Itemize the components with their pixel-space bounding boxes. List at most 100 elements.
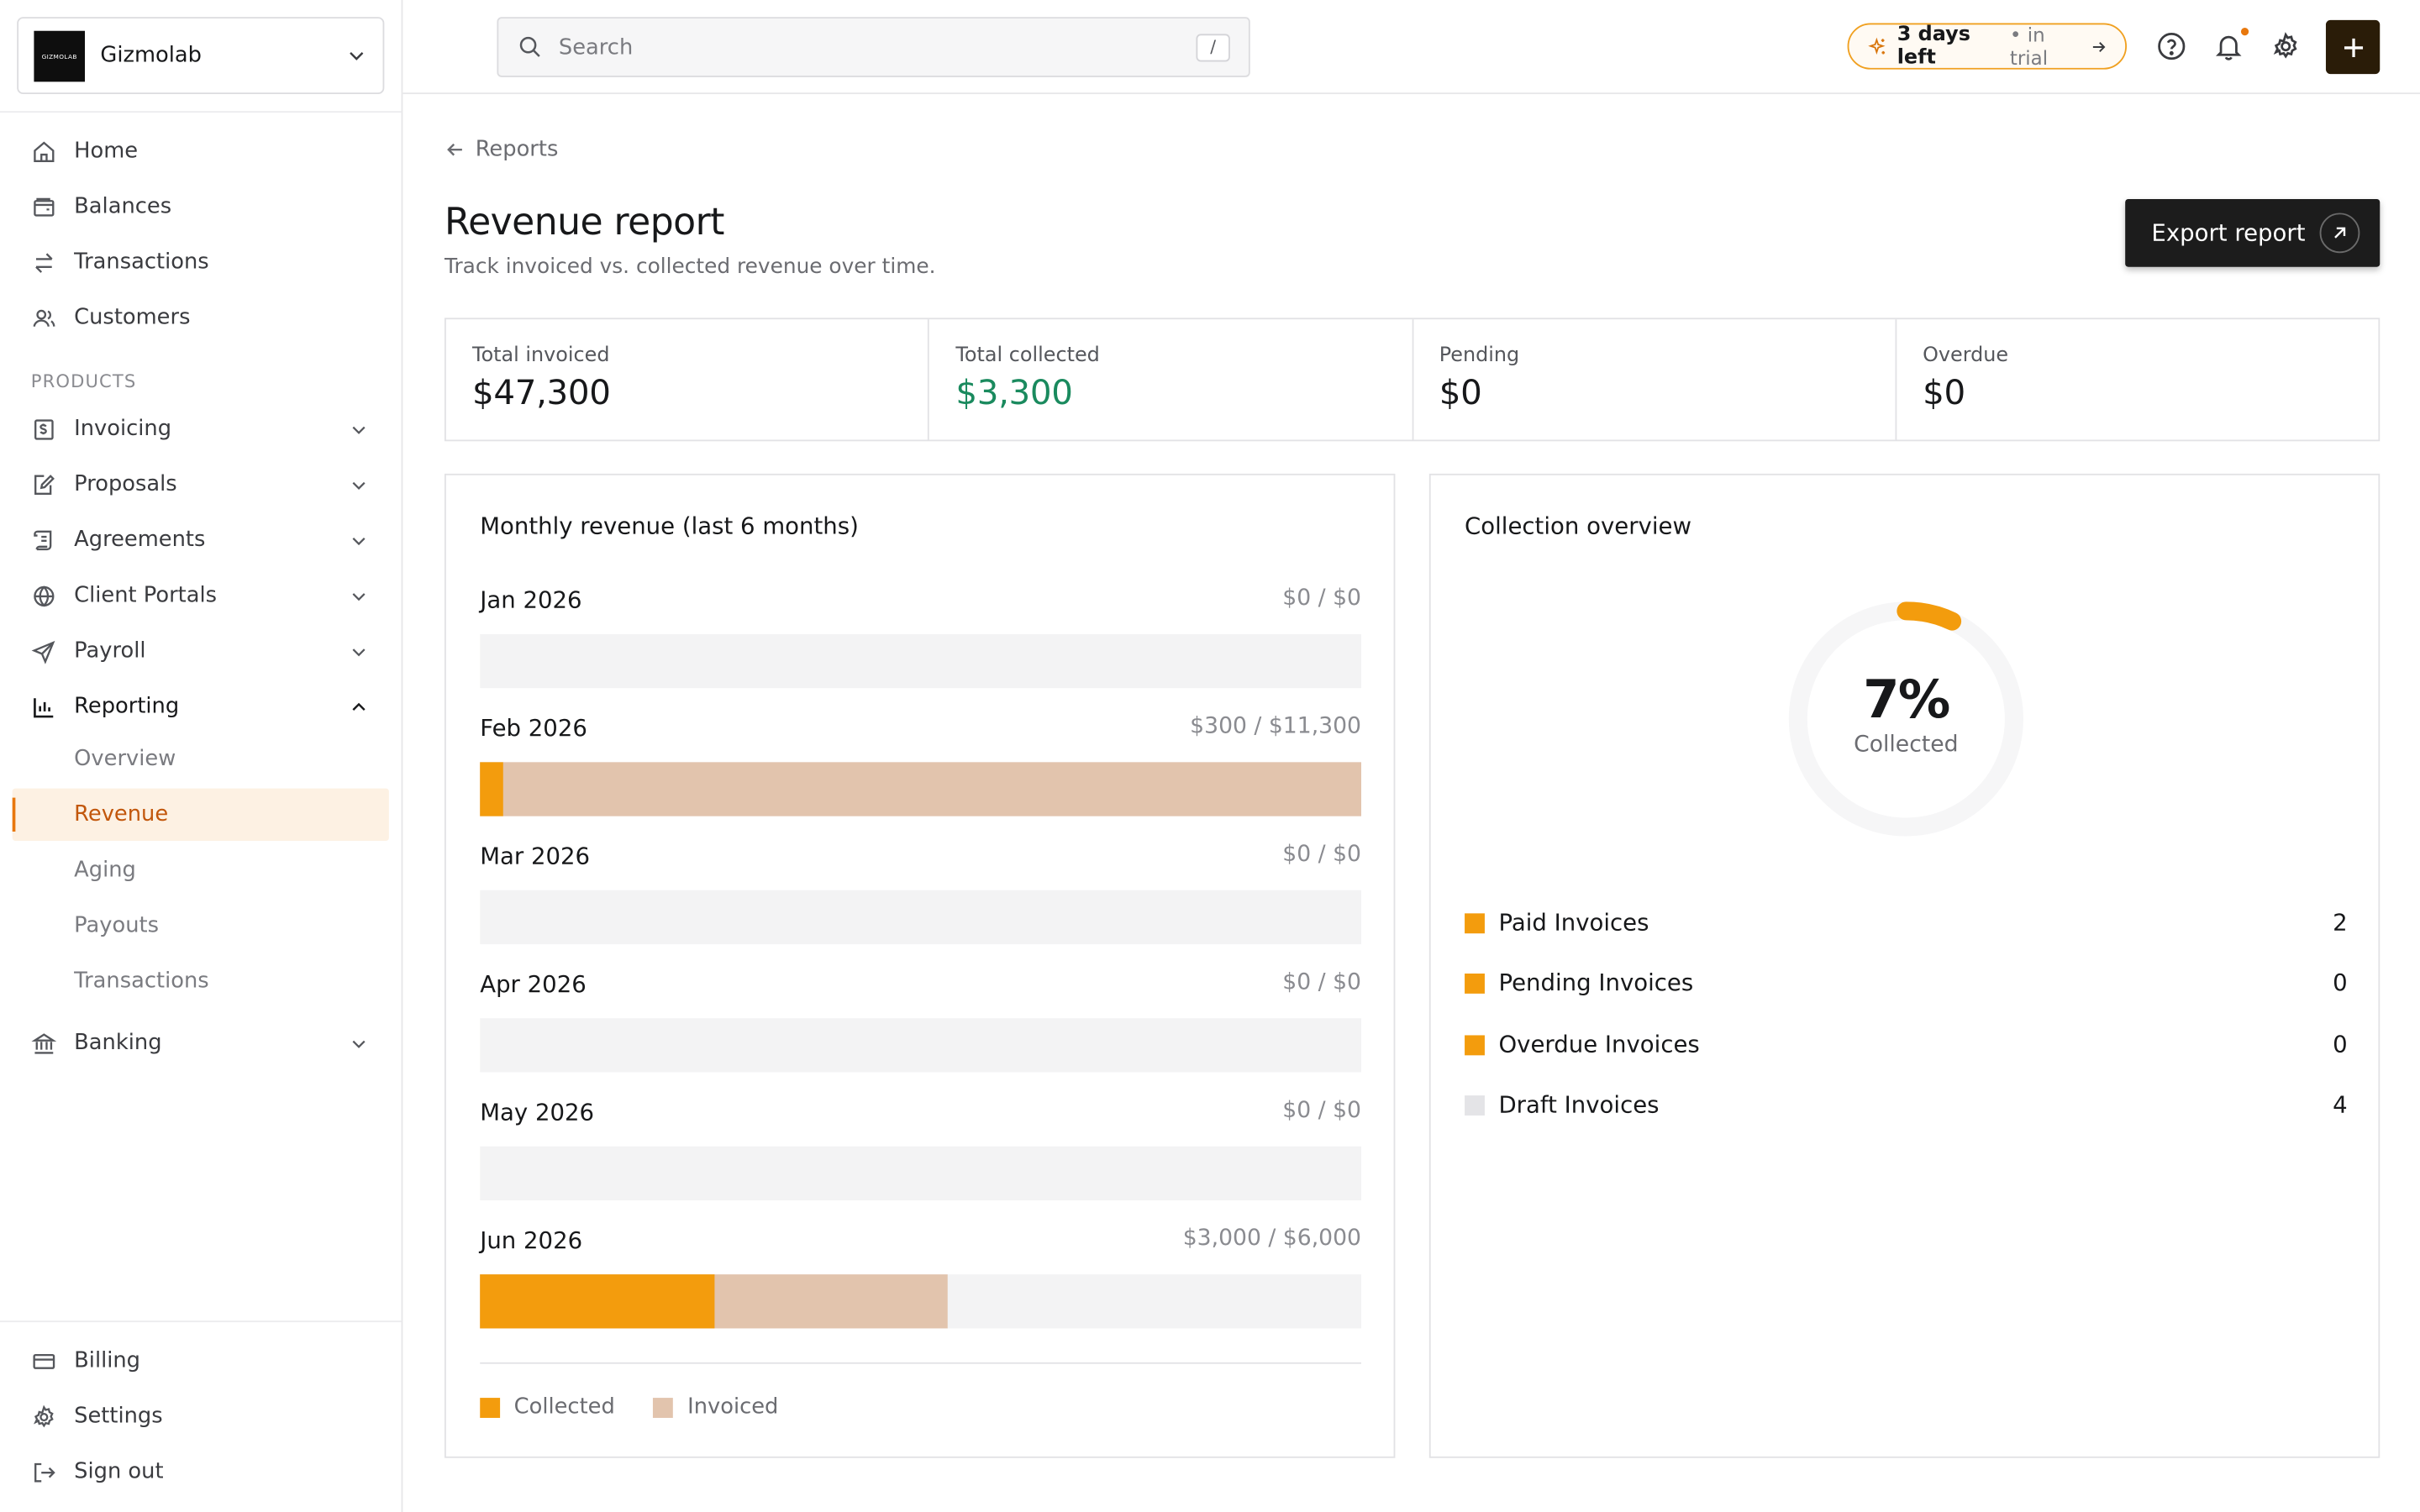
search-shortcut-key: / xyxy=(1196,33,1230,61)
sidebar: GIZMOLAB Gizmolab Home Balances Transact… xyxy=(0,0,403,1512)
bar-track xyxy=(480,1274,1362,1329)
topbar: Search / 3 days left • in trial xyxy=(402,0,2420,95)
sidebar-item-agreements[interactable]: Agreements xyxy=(0,512,402,568)
month-label: Apr 2026 xyxy=(480,970,587,999)
divider xyxy=(480,1362,1362,1364)
search-input[interactable]: Search / xyxy=(497,17,1250,77)
sidebar-item-label: Billing xyxy=(74,1348,141,1373)
sidebar-subitem-overview[interactable]: Overview xyxy=(74,746,176,772)
chart-icon xyxy=(34,697,54,717)
stat-value: $0 xyxy=(1923,375,1965,414)
sidebar-item-sign-out[interactable]: Sign out xyxy=(0,1444,402,1499)
month-label: Jun 2026 xyxy=(480,1226,583,1255)
breadcrumb[interactable]: Reports xyxy=(445,137,559,162)
sidebar-item-proposals[interactable]: Proposals xyxy=(0,457,402,512)
collection-row: Overdue Invoices 0 xyxy=(1465,1031,2348,1058)
search-icon xyxy=(519,36,540,57)
bar-track xyxy=(480,633,1362,689)
stat-label: Total invoiced xyxy=(472,344,610,368)
sidebar-subitem-transactions[interactable]: Transactions xyxy=(74,969,209,994)
stat-total-invoiced: Total invoiced $47,300 xyxy=(446,319,930,440)
bar-track xyxy=(480,1146,1362,1200)
page-subtitle: Track invoiced vs. collected revenue ove… xyxy=(444,255,936,280)
card-title: Monthly revenue (last 6 months) xyxy=(480,512,859,540)
bar-track xyxy=(480,762,1362,816)
collection-row-label: Paid Invoices xyxy=(1498,908,1649,937)
proposal-icon xyxy=(34,474,55,495)
month-label: Mar 2026 xyxy=(480,842,591,870)
sidebar-item-payroll[interactable]: Payroll xyxy=(0,623,402,679)
sidebar-item-label: Banking xyxy=(74,1030,162,1056)
sidebar-item-customers[interactable]: Customers xyxy=(0,290,402,345)
workspace-name: Gizmolab xyxy=(100,43,202,68)
stat-value: $0 xyxy=(1439,375,1482,414)
home-icon xyxy=(34,140,55,162)
chevron-down-icon xyxy=(352,592,366,601)
collection-row: Paid Invoices 2 xyxy=(1465,909,2348,937)
trial-badge[interactable]: 3 days left • in trial xyxy=(1847,23,2128,70)
trial-days: 3 days left xyxy=(1897,23,1970,70)
sidebar-item-client-portals[interactable]: Client Portals xyxy=(0,568,402,623)
sidebar-item-reporting[interactable]: Reporting xyxy=(0,679,402,734)
signout-icon xyxy=(34,1462,55,1482)
stat-value: $47,300 xyxy=(472,375,611,414)
workspace-switcher[interactable]: GIZMOLAB Gizmolab xyxy=(17,17,385,95)
sidebar-subitem-payouts[interactable]: Payouts xyxy=(74,913,160,938)
main-content: Reports Revenue report Track invoiced vs… xyxy=(402,94,2420,1512)
sidebar-item-transactions[interactable]: Transactions xyxy=(0,234,402,290)
invoiced-bar xyxy=(480,762,1362,816)
bell-icon[interactable] xyxy=(2213,31,2244,62)
card-title: Collection overview xyxy=(1465,512,1691,540)
sidebar-item-balances[interactable]: Balances xyxy=(0,179,402,234)
collection-row-count: 4 xyxy=(2333,1090,2348,1119)
page-title: Revenue report xyxy=(444,200,724,244)
sidebar-subitem-revenue[interactable]: Revenue xyxy=(12,788,389,842)
divider xyxy=(0,111,402,113)
chevron-down-icon xyxy=(352,648,366,656)
sidebar-item-banking[interactable]: Banking xyxy=(0,1016,402,1071)
chart-legend: Collected Invoiced xyxy=(480,1394,778,1420)
sidebar-subitem-aging[interactable]: Aging xyxy=(74,858,136,883)
section-label-products: PRODUCTS xyxy=(30,370,137,392)
swap-icon xyxy=(35,252,53,273)
collection-row-count: 0 xyxy=(2333,969,2348,997)
stat-pending: Pending $0 xyxy=(1413,319,1897,440)
export-button-label: Export report xyxy=(2151,218,2306,247)
export-report-button[interactable]: Export report xyxy=(2125,198,2381,267)
sidebar-item-label: Home xyxy=(74,139,139,164)
month-label: May 2026 xyxy=(480,1098,595,1126)
send-icon xyxy=(31,640,55,664)
month-amount: $0 / $0 xyxy=(1282,585,1362,612)
bar-track xyxy=(480,890,1362,945)
sidebar-item-label: Invoicing xyxy=(74,416,172,442)
sidebar-item-label: Agreements xyxy=(74,528,206,553)
stat-label: Overdue xyxy=(1923,344,2009,368)
stats-row: Total invoiced $47,300 Total collected $… xyxy=(444,318,2381,442)
chevron-down-icon xyxy=(350,52,364,60)
chevron-down-icon xyxy=(352,1039,366,1047)
stat-label: Total collected xyxy=(955,344,1100,368)
collection-row: Pending Invoices 0 xyxy=(1465,969,2348,997)
legend-swatch-collected xyxy=(480,1397,501,1418)
help-icon[interactable] xyxy=(2156,31,2187,62)
sidebar-item-settings[interactable]: Settings xyxy=(0,1389,402,1444)
legend-label: Collected xyxy=(513,1394,615,1420)
breadcrumb-link[interactable]: Reports xyxy=(475,137,559,162)
sidebar-item-label: Client Portals xyxy=(74,583,218,608)
gear-icon[interactable] xyxy=(2270,31,2302,62)
sidebar-item-home[interactable]: Home xyxy=(0,123,402,179)
sidebar-item-billing[interactable]: Billing xyxy=(0,1333,402,1389)
status-swatch xyxy=(1465,973,1485,993)
sidebar-item-invoicing[interactable]: Invoicing xyxy=(0,402,402,457)
chevron-down-icon xyxy=(352,425,366,433)
sidebar-item-label: Settings xyxy=(74,1404,163,1429)
collection-donut xyxy=(1788,601,2023,837)
arrow-left-icon xyxy=(447,143,462,156)
sidebar-item-label: Sign out xyxy=(74,1459,164,1484)
status-swatch xyxy=(1465,1095,1485,1116)
workspace-logo: GIZMOLAB xyxy=(34,29,86,81)
month-amount: $300 / $11,300 xyxy=(1190,714,1362,739)
add-button[interactable] xyxy=(2325,19,2381,75)
trial-text: • in trial xyxy=(2009,23,2049,70)
gear-icon xyxy=(34,1404,54,1427)
